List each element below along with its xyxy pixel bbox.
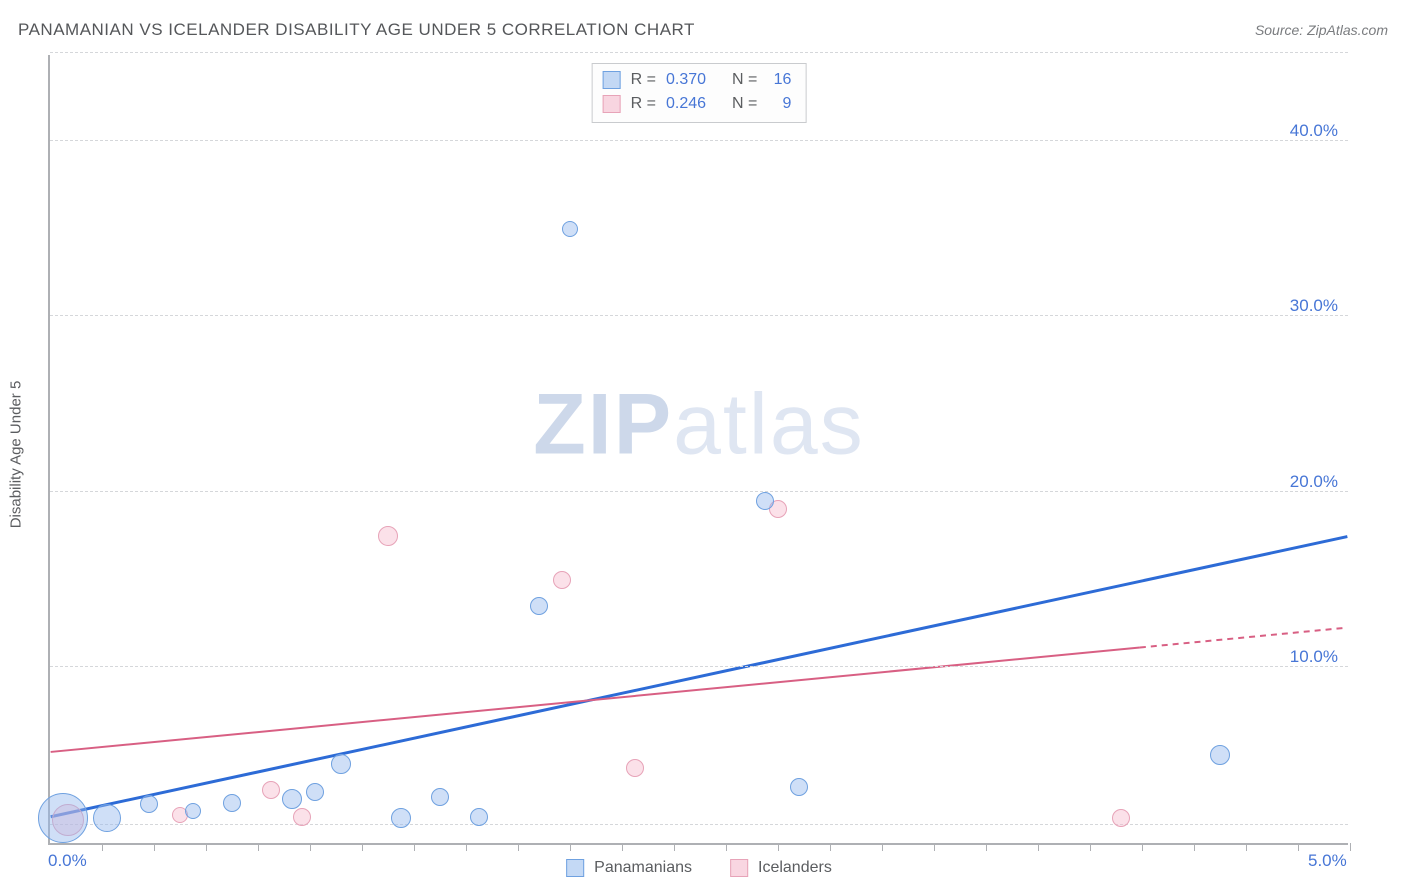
data-point	[790, 778, 808, 796]
x-tick	[726, 843, 727, 851]
x-tick	[414, 843, 415, 851]
x-tick	[674, 843, 675, 851]
data-point	[562, 221, 578, 237]
data-point	[378, 526, 398, 546]
data-point	[282, 789, 302, 809]
correlation-stats-box: R = 0.370 N = 16 R = 0.246 N = 9	[592, 63, 807, 123]
stats-row-icelanders: R = 0.246 N = 9	[603, 92, 792, 116]
x-tick	[310, 843, 311, 851]
data-point	[223, 794, 241, 812]
data-point	[293, 808, 311, 826]
data-point	[530, 597, 548, 615]
source-attribution: Source: ZipAtlas.com	[1255, 22, 1388, 38]
x-tick	[206, 843, 207, 851]
watermark-rest: atlas	[673, 377, 865, 473]
y-axis-label: Disability Age Under 5	[8, 381, 25, 529]
x-tick	[362, 843, 363, 851]
data-point	[331, 754, 351, 774]
x-tick	[1298, 843, 1299, 851]
x-tick	[1194, 843, 1195, 851]
x-tick	[986, 843, 987, 851]
data-point	[626, 759, 644, 777]
gridline	[50, 666, 1348, 667]
x-tick	[570, 843, 571, 851]
x-tick	[1246, 843, 1247, 851]
trend-lines	[50, 55, 1348, 843]
n-label: N =	[732, 68, 757, 92]
y-tick-label: 30.0%	[1290, 296, 1338, 316]
n-label: N =	[732, 92, 757, 116]
r-label: R =	[631, 92, 656, 116]
data-point	[1210, 745, 1230, 765]
chart-title: PANAMANIAN VS ICELANDER DISABILITY AGE U…	[18, 20, 695, 40]
x-tick	[1142, 843, 1143, 851]
r-value: 0.370	[666, 68, 706, 92]
data-point	[431, 788, 449, 806]
x-tick	[934, 843, 935, 851]
data-point	[262, 781, 280, 799]
legend-item-panamanians: Panamanians	[566, 859, 692, 877]
data-point	[391, 808, 411, 828]
data-point	[470, 808, 488, 826]
x-tick	[830, 843, 831, 851]
x-tick	[622, 843, 623, 851]
data-point	[185, 803, 201, 819]
scatter-plot: ZIPatlas R = 0.370 N = 16 R = 0.246 N = …	[48, 55, 1348, 845]
data-point	[93, 804, 121, 832]
swatch-icon	[603, 71, 621, 89]
x-tick	[882, 843, 883, 851]
n-value: 9	[767, 92, 791, 116]
data-point	[38, 793, 88, 843]
data-point	[553, 571, 571, 589]
legend-label: Panamanians	[594, 859, 692, 877]
data-point	[306, 783, 324, 801]
x-tick	[1090, 843, 1091, 851]
y-tick-label: 10.0%	[1290, 647, 1338, 667]
swatch-icon	[603, 95, 621, 113]
x-tick	[154, 843, 155, 851]
watermark-bold: ZIP	[533, 377, 673, 473]
x-tick	[1350, 843, 1351, 851]
watermark: ZIPatlas	[533, 376, 864, 475]
gridline	[50, 140, 1348, 141]
x-tick	[258, 843, 259, 851]
gridline	[50, 315, 1348, 316]
legend-item-icelanders: Icelanders	[730, 859, 832, 877]
x-tick	[778, 843, 779, 851]
x-tick	[466, 843, 467, 851]
series-legend: Panamanians Icelanders	[566, 859, 832, 877]
data-point	[140, 795, 158, 813]
swatch-icon	[566, 859, 584, 877]
r-value: 0.246	[666, 92, 706, 116]
y-tick-label: 40.0%	[1290, 121, 1338, 141]
x-tick	[102, 843, 103, 851]
x-tick-label: 5.0%	[1308, 851, 1347, 871]
r-label: R =	[631, 68, 656, 92]
data-point	[756, 492, 774, 510]
stats-row-panamanians: R = 0.370 N = 16	[603, 68, 792, 92]
x-tick	[1038, 843, 1039, 851]
x-tick	[518, 843, 519, 851]
gridline	[50, 491, 1348, 492]
title-bar: PANAMANIAN VS ICELANDER DISABILITY AGE U…	[18, 20, 1388, 40]
gridline	[50, 52, 1348, 53]
swatch-icon	[730, 859, 748, 877]
data-point	[1112, 809, 1130, 827]
x-tick-label: 0.0%	[48, 851, 87, 871]
legend-label: Icelanders	[758, 859, 832, 877]
n-value: 16	[767, 68, 791, 92]
y-tick-label: 20.0%	[1290, 472, 1338, 492]
gridline	[50, 824, 1348, 825]
